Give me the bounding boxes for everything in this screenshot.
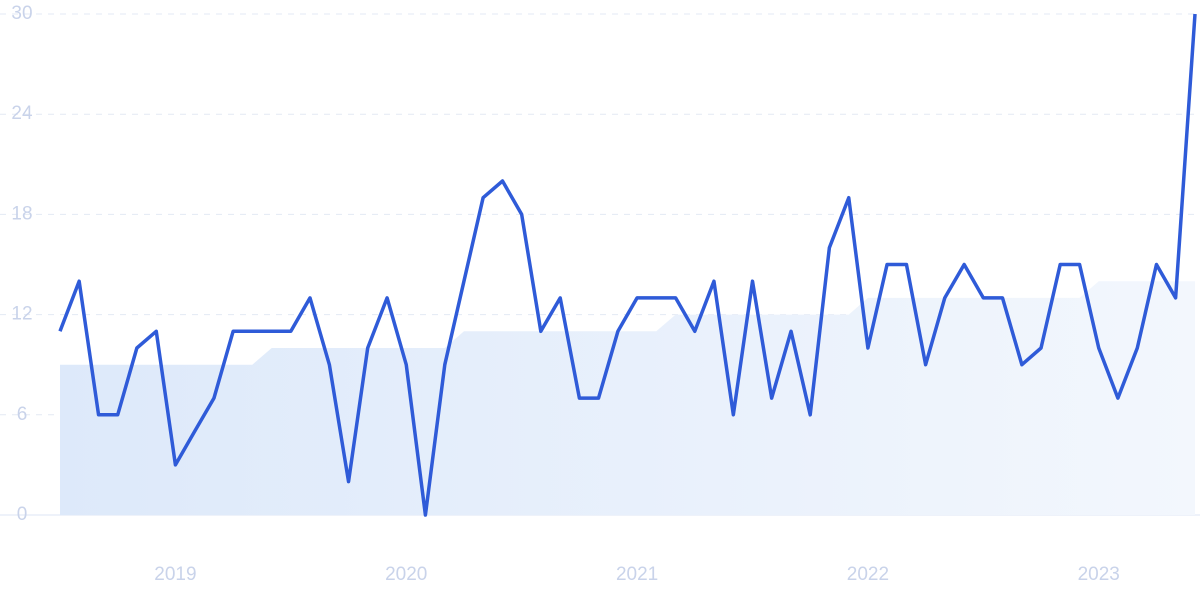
x-tick-label: 2021 (616, 564, 658, 585)
y-tick-label: 12 (11, 304, 32, 325)
x-tick-label: 2022 (847, 564, 889, 585)
x-tick-label: 2019 (154, 564, 196, 585)
y-tick-label: 6 (17, 404, 28, 425)
x-tick-label: 2020 (385, 564, 427, 585)
y-tick-label: 0 (17, 504, 28, 525)
y-tick-label: 24 (11, 103, 33, 124)
line (58, 13, 1197, 517)
y-tick-label: 30 (11, 3, 32, 24)
y-tick-label: 18 (11, 203, 32, 224)
x-tick-label: 2023 (1078, 564, 1120, 585)
